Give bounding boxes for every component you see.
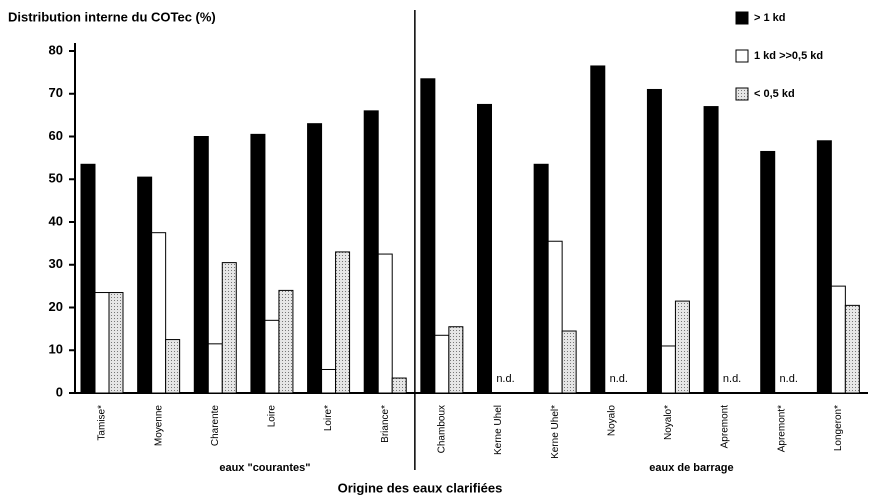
y-tick-label: 40 [49, 213, 63, 228]
x-tick-label: Kerne Uhel* [550, 405, 561, 459]
value-label: n.d. [610, 373, 628, 385]
bar [760, 150, 776, 394]
bar [307, 123, 323, 394]
bar [278, 289, 294, 394]
bar [533, 163, 549, 394]
bar [703, 106, 719, 394]
y-tick-label: 50 [49, 171, 63, 186]
bar [561, 330, 577, 394]
bar [151, 232, 167, 394]
bar [420, 78, 436, 394]
bar [660, 345, 676, 394]
bar [844, 304, 860, 394]
legend-label: < 0,5 kd [754, 88, 795, 100]
bar [137, 176, 153, 394]
x-tick-label: Chamboux [436, 405, 447, 453]
bar [590, 65, 606, 394]
value-label: n.d. [780, 373, 798, 385]
x-tick-label: Tamise* [97, 405, 108, 441]
y-tick-label: 30 [49, 256, 63, 271]
value-label: n.d. [723, 373, 741, 385]
bar [193, 136, 209, 394]
bar [674, 300, 690, 394]
x-axis-label: Origine des eaux clarifiées [338, 480, 503, 495]
y-tick-label: 10 [49, 342, 63, 357]
bar [221, 262, 237, 394]
bar [80, 163, 96, 394]
bar [207, 343, 223, 394]
bar [335, 251, 351, 394]
bar [264, 319, 280, 394]
bar [816, 140, 832, 394]
y-tick-label: 20 [49, 299, 63, 314]
value-label: n.d. [496, 373, 514, 385]
legend-label: 1 kd >>0,5 kd [754, 50, 823, 62]
bar [646, 88, 662, 394]
bar [477, 103, 492, 394]
bar [94, 292, 110, 394]
bar [165, 339, 181, 394]
bar [377, 253, 393, 394]
x-tick-label: Loire [267, 405, 278, 428]
legend-swatch [735, 11, 749, 25]
legend-swatch [735, 87, 749, 101]
x-tick-label: Moyenne [153, 405, 164, 447]
bar [830, 285, 846, 394]
x-tick-label: Loire* [323, 405, 334, 431]
x-tick-label: Noyalo* [663, 405, 674, 440]
y-tick-label: 0 [56, 384, 63, 399]
x-tick-label: Apremont [720, 405, 731, 449]
x-tick-label: Noyalo [606, 405, 617, 437]
x-tick-label: Kerne Uhel [493, 405, 504, 455]
bar [448, 326, 464, 394]
x-tick-label: Briance* [380, 405, 391, 443]
bar [108, 292, 124, 394]
bar [434, 334, 450, 394]
legend-label: > 1 kd [754, 12, 786, 24]
legend-swatch [735, 49, 749, 63]
group-label: eaux de barrage [649, 462, 733, 474]
bar [363, 110, 379, 394]
x-tick-label: Longeron* [833, 405, 844, 451]
x-tick-label: Charente [210, 405, 221, 447]
bar [321, 368, 337, 394]
y-tick-label: 60 [49, 128, 63, 143]
y-tick-label: 70 [49, 85, 63, 100]
chart-title: Distribution interne du COTec (%) [8, 9, 216, 24]
y-tick-label: 80 [49, 42, 63, 57]
x-tick-label: Apremont* [776, 405, 787, 452]
bar [250, 133, 266, 394]
bar [547, 240, 563, 394]
bar [391, 377, 407, 394]
group-label: eaux "courantes" [219, 462, 310, 474]
